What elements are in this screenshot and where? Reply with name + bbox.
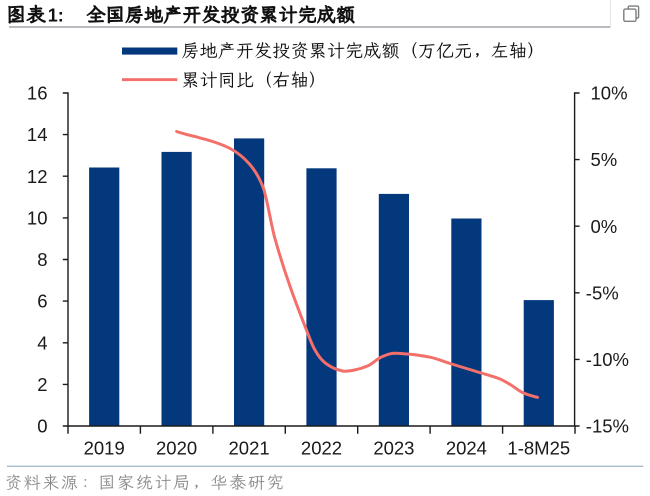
svg-text:12: 12 <box>27 166 48 187</box>
svg-text:-15%: -15% <box>586 416 629 437</box>
svg-text:1:: 1: <box>48 5 64 25</box>
svg-text:2024: 2024 <box>446 438 487 459</box>
svg-text:1-8M25: 1-8M25 <box>507 438 570 459</box>
svg-text:2019: 2019 <box>84 438 125 459</box>
svg-text:-10%: -10% <box>586 349 629 370</box>
svg-text:10: 10 <box>27 208 48 229</box>
svg-text:-5%: -5% <box>586 282 619 303</box>
svg-text:0: 0 <box>37 416 47 437</box>
svg-text:10%: 10% <box>591 83 628 104</box>
svg-text:5%: 5% <box>591 149 618 170</box>
svg-text:6: 6 <box>37 291 47 312</box>
svg-text:2020: 2020 <box>156 438 197 459</box>
svg-text:2021: 2021 <box>229 438 270 459</box>
svg-text:4: 4 <box>37 332 47 353</box>
svg-text:14: 14 <box>27 124 48 145</box>
svg-text:16: 16 <box>27 83 48 104</box>
svg-text:2023: 2023 <box>373 438 414 459</box>
svg-text:2: 2 <box>37 374 47 395</box>
svg-text:8: 8 <box>37 249 47 270</box>
svg-text:0%: 0% <box>591 216 618 237</box>
svg-text:2022: 2022 <box>301 438 342 459</box>
